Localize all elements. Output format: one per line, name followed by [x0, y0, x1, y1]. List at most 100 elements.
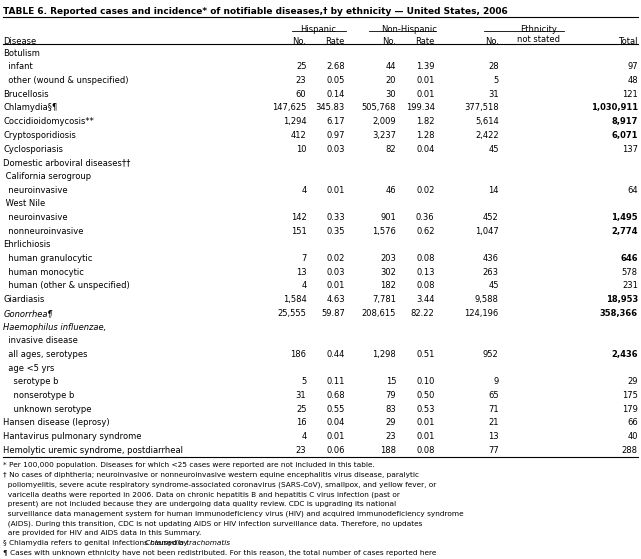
Text: 186: 186	[290, 350, 306, 359]
Text: 82: 82	[385, 144, 396, 154]
Text: 7,781: 7,781	[372, 295, 396, 304]
Text: 0.01: 0.01	[416, 76, 435, 85]
Text: 208,615: 208,615	[362, 309, 396, 318]
Text: surveillance data management system for human immunodeficiency virus (HIV) and a: surveillance data management system for …	[3, 511, 464, 517]
Text: 18,953: 18,953	[606, 295, 638, 304]
Text: 2,774: 2,774	[612, 227, 638, 236]
Text: serotype b: serotype b	[3, 377, 59, 386]
Text: § Chlamydia refers to genital infections caused by: § Chlamydia refers to genital infections…	[3, 540, 190, 546]
Text: infant: infant	[3, 62, 33, 72]
Text: 20: 20	[386, 76, 396, 85]
Text: 1,584: 1,584	[283, 295, 306, 304]
Text: 0.51: 0.51	[416, 350, 435, 359]
Text: Hansen disease (leprosy): Hansen disease (leprosy)	[3, 418, 110, 428]
Text: 452: 452	[483, 213, 499, 222]
Text: 901: 901	[380, 213, 396, 222]
Text: 0.02: 0.02	[416, 186, 435, 195]
Text: Coccidioidomycosis**: Coccidioidomycosis**	[3, 117, 94, 126]
Text: 97: 97	[627, 62, 638, 72]
Text: 45: 45	[488, 144, 499, 154]
Text: 46: 46	[385, 186, 396, 195]
Text: 45: 45	[488, 282, 499, 291]
Text: 358,366: 358,366	[600, 309, 638, 318]
Text: age <5 yrs: age <5 yrs	[3, 363, 54, 373]
Text: 23: 23	[385, 432, 396, 441]
Text: 13: 13	[488, 432, 499, 441]
Text: 137: 137	[622, 144, 638, 154]
Text: 3,237: 3,237	[372, 131, 396, 140]
Text: 0.62: 0.62	[416, 227, 435, 236]
Text: Total: Total	[619, 37, 638, 46]
Text: 15: 15	[386, 377, 396, 386]
Text: Ehrlichiosis: Ehrlichiosis	[3, 240, 51, 249]
Text: 0.06: 0.06	[326, 446, 345, 455]
Text: 0.44: 0.44	[326, 350, 345, 359]
Text: 179: 179	[622, 405, 638, 414]
Text: (AIDS). During this transition, CDC is not updating AIDS or HIV infection survei: (AIDS). During this transition, CDC is n…	[3, 520, 422, 527]
Text: Non-Hispanic: Non-Hispanic	[381, 25, 437, 34]
Text: Chlamydia trachomatis: Chlamydia trachomatis	[146, 540, 231, 546]
Text: 60: 60	[296, 89, 306, 99]
Text: 0.01: 0.01	[416, 418, 435, 428]
Text: 10: 10	[296, 144, 306, 154]
Text: West Nile: West Nile	[3, 200, 46, 209]
Text: Cryptosporidiosis: Cryptosporidiosis	[3, 131, 76, 140]
Text: 578: 578	[622, 268, 638, 277]
Text: 82.22: 82.22	[411, 309, 435, 318]
Text: 2,009: 2,009	[372, 117, 396, 126]
Text: 5: 5	[494, 76, 499, 85]
Text: 40: 40	[628, 432, 638, 441]
Text: 1.39: 1.39	[416, 62, 435, 72]
Text: 0.01: 0.01	[416, 89, 435, 99]
Text: 79: 79	[385, 391, 396, 400]
Text: 29: 29	[628, 377, 638, 386]
Text: ¶ Cases with unknown ethnicity have not been redistributed. For this reason, the: ¶ Cases with unknown ethnicity have not …	[3, 550, 437, 556]
Text: 5: 5	[301, 377, 306, 386]
Text: 0.53: 0.53	[416, 405, 435, 414]
Text: 6,071: 6,071	[612, 131, 638, 140]
Text: 124,196: 124,196	[465, 309, 499, 318]
Text: Disease: Disease	[3, 37, 37, 46]
Text: nonserotype b: nonserotype b	[3, 391, 74, 400]
Text: 0.97: 0.97	[326, 131, 345, 140]
Text: 0.35: 0.35	[326, 227, 345, 236]
Text: 1.82: 1.82	[416, 117, 435, 126]
Text: 0.04: 0.04	[416, 144, 435, 154]
Text: 44: 44	[386, 62, 396, 72]
Text: 436: 436	[483, 254, 499, 263]
Text: 121: 121	[622, 89, 638, 99]
Text: 48: 48	[627, 76, 638, 85]
Text: 952: 952	[483, 350, 499, 359]
Text: Chlamydia§¶: Chlamydia§¶	[3, 103, 58, 112]
Text: * Per 100,000 population. Diseases for which <25 cases were reported are not inc: * Per 100,000 population. Diseases for w…	[3, 462, 375, 468]
Text: 7: 7	[301, 254, 306, 263]
Text: 30: 30	[385, 89, 396, 99]
Text: 182: 182	[380, 282, 396, 291]
Text: 203: 203	[380, 254, 396, 263]
Text: 66: 66	[627, 418, 638, 428]
Text: 0.04: 0.04	[326, 418, 345, 428]
Text: invasive disease: invasive disease	[3, 337, 78, 345]
Text: 31: 31	[488, 89, 499, 99]
Text: are provided for HIV and AIDS data in this Summary.: are provided for HIV and AIDS data in th…	[3, 530, 201, 536]
Text: 13: 13	[296, 268, 306, 277]
Text: 0.01: 0.01	[326, 432, 345, 441]
Text: 302: 302	[380, 268, 396, 277]
Text: No.: No.	[292, 37, 306, 46]
Text: 0.03: 0.03	[326, 144, 345, 154]
Text: 0.13: 0.13	[416, 268, 435, 277]
Text: 0.08: 0.08	[416, 282, 435, 291]
Text: 1.28: 1.28	[416, 131, 435, 140]
Text: 412: 412	[290, 131, 306, 140]
Text: 0.01: 0.01	[416, 432, 435, 441]
Text: unknown serotype: unknown serotype	[3, 405, 92, 414]
Text: 31: 31	[296, 391, 306, 400]
Text: 1,294: 1,294	[283, 117, 306, 126]
Text: 16: 16	[296, 418, 306, 428]
Text: 25: 25	[296, 405, 306, 414]
Text: 263: 263	[483, 268, 499, 277]
Text: 59.87: 59.87	[321, 309, 345, 318]
Text: No.: No.	[382, 37, 396, 46]
Text: 65: 65	[488, 391, 499, 400]
Text: 4.63: 4.63	[326, 295, 345, 304]
